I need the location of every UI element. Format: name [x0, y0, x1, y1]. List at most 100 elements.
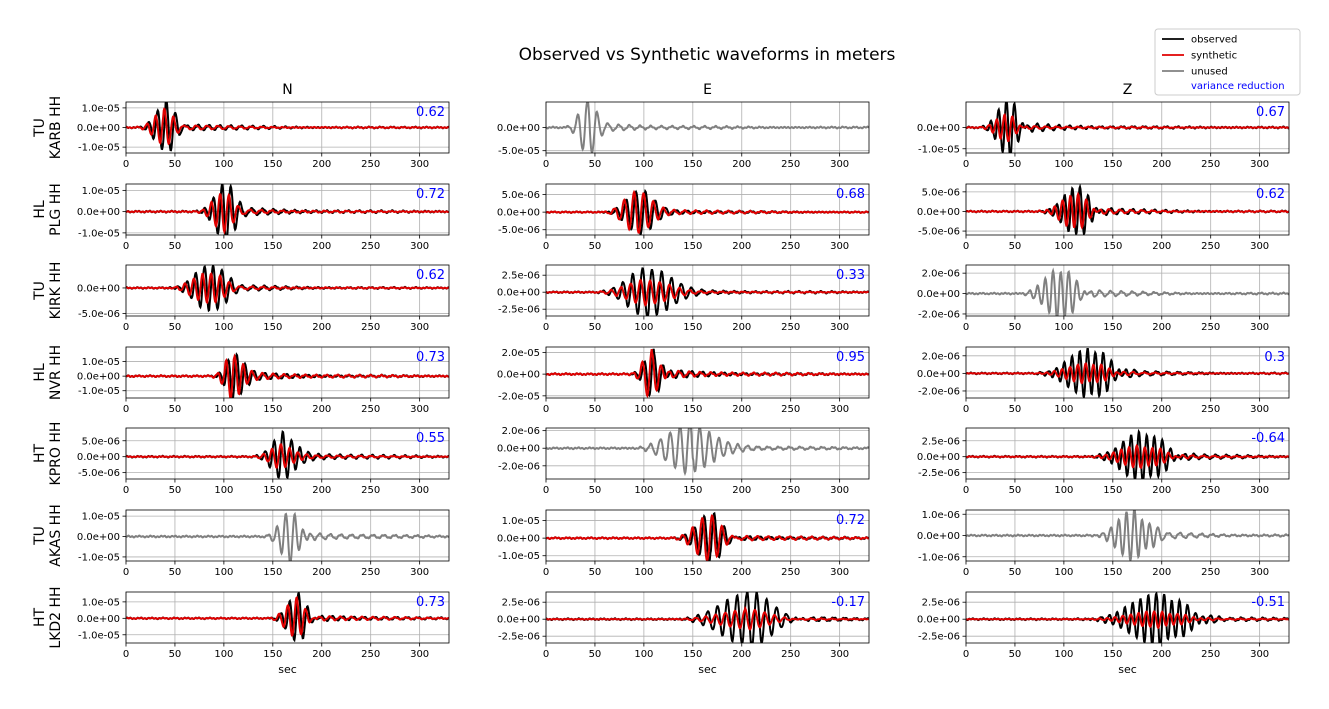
x-tick-label: 200 [732, 649, 751, 660]
waveform-group [966, 510, 1289, 561]
station-code: KPRO HH [48, 422, 64, 486]
x-tick-label: 300 [830, 567, 849, 578]
variance-reduction-value: 0.72 [836, 513, 865, 528]
station-label-1: HL PLG HH [32, 183, 64, 236]
y-tick-label: -1.0e-05 [918, 144, 960, 155]
x-axis-label: sec [1118, 663, 1137, 676]
x-tick-label: 150 [263, 567, 282, 578]
x-tick-label: 150 [683, 322, 702, 333]
waveform-group [966, 184, 1289, 235]
panel-kirk-hh-n: 0 50 100 150 200 250 300 0.0e+00 -5.0e-06 0.62 [77, 264, 450, 333]
station-code: LKD2 HH [48, 586, 64, 648]
y-tick-label: 5.0e-06 [922, 187, 960, 198]
variance-reduction-value: 0.33 [836, 268, 865, 283]
x-tick-label: 150 [1103, 159, 1122, 170]
variance-reduction-value: -0.51 [1251, 595, 1285, 610]
x-tick-label: 200 [732, 567, 751, 578]
waveform-group [546, 511, 869, 561]
synthetic-trace [966, 362, 1289, 385]
panel-frame [965, 427, 1290, 480]
y-tick-label: 5.0e-06 [502, 190, 540, 201]
panel-plg-hh-e: 0 50 100 150 200 250 300 5.0e-06 0.0e+00 -5.0e-06… [497, 183, 870, 252]
x-tick-label: 0 [543, 404, 549, 415]
observed-trace [546, 348, 869, 398]
x-tick-label: 50 [589, 322, 602, 333]
panel-frame [545, 427, 870, 480]
x-tick-label: 200 [1152, 485, 1171, 496]
panel-frame [125, 509, 450, 562]
y-tick-label: 2.5e-06 [922, 598, 960, 609]
x-tick-label: 100 [214, 567, 233, 578]
variance-reduction-value: 0.73 [416, 595, 445, 610]
waveform-group [126, 352, 449, 398]
variance-reduction-value: 0.67 [1256, 105, 1285, 120]
x-tick-label: 250 [781, 241, 800, 252]
waveform-group [546, 428, 869, 477]
x-tick-label: 250 [781, 649, 800, 660]
x-tick-label: 300 [1250, 241, 1269, 252]
y-tick-label: 0.0e+00 [917, 615, 960, 626]
station-code: KARB HH [48, 96, 64, 159]
x-tick-label: 250 [781, 322, 800, 333]
y-tick-label: 5.0e-06 [82, 436, 120, 447]
y-tick-label: 2.5e-06 [502, 598, 540, 609]
panel-frame [125, 264, 450, 317]
waveform-group [126, 592, 449, 643]
x-tick-label: 0 [963, 159, 969, 170]
variance-reduction-value: 0.68 [836, 187, 865, 202]
network-code: TU [32, 526, 48, 546]
y-tick-label: -2.0e-06 [498, 461, 540, 472]
y-tick-label: 0.0e+00 [497, 615, 540, 626]
y-tick-label: 0.0e+00 [917, 289, 960, 300]
x-tick-label: 150 [263, 322, 282, 333]
variance-reduction-value: -0.64 [1251, 431, 1285, 446]
x-tick-label: 250 [1201, 241, 1220, 252]
panel-akas-hh-e: 0 50 100 150 200 250 300 1.0e-05 0.0e+00 -1.0e-05… [497, 509, 870, 578]
x-tick-label: 300 [830, 649, 849, 660]
x-tick-label: 300 [1250, 404, 1269, 415]
y-tick-label: -2.0e-06 [918, 309, 960, 320]
x-tick-label: 300 [830, 322, 849, 333]
x-tick-label: 200 [312, 567, 331, 578]
y-tick-label: -1.0e-06 [918, 552, 960, 563]
x-tick-label: 250 [1201, 485, 1220, 496]
x-tick-label: 50 [169, 485, 182, 496]
y-tick-label: 0.0e+00 [497, 208, 540, 219]
panel-frame [125, 183, 450, 236]
x-tick-label: 50 [589, 567, 602, 578]
panel-akas-hh-n: 0 50 100 150 200 250 300 1.0e-05 0.0e+00 -1.0e-05 [77, 509, 450, 578]
variance-reduction-value: 0.72 [416, 187, 445, 202]
x-tick-label: 50 [589, 404, 602, 415]
panel-frame [965, 346, 1290, 399]
synthetic-trace [546, 605, 869, 631]
x-tick-label: 150 [263, 404, 282, 415]
x-tick-label: 50 [589, 241, 602, 252]
x-tick-label: 150 [1103, 567, 1122, 578]
panel-frame [965, 264, 1290, 317]
y-tick-label: -2.5e-06 [918, 468, 960, 479]
x-tick-label: 250 [361, 404, 380, 415]
panel-grid: TU KARB HH0 50 100 150 200 250 3001.0e-050.0e+0… [32, 82, 1290, 676]
waveform-group [966, 348, 1289, 398]
x-tick-label: 0 [123, 649, 129, 660]
y-tick-label: -2.5e-06 [498, 632, 540, 643]
x-tick-label: 150 [1103, 404, 1122, 415]
y-tick-label: -2.0e-06 [918, 386, 960, 397]
synthetic-trace [966, 112, 1289, 143]
x-tick-label: 0 [963, 485, 969, 496]
x-tick-label: 50 [169, 567, 182, 578]
y-tick-label: -5.0e-06 [78, 309, 120, 320]
y-tick-label: 0.0e+00 [77, 123, 120, 134]
y-tick-label: 0.0e+00 [77, 372, 120, 383]
x-tick-label: 250 [1201, 567, 1220, 578]
synthetic-trace [966, 443, 1289, 469]
panel-nvr-hh-z: 0 50 100 150 200 250 300 2.0e-06 0.0e+00 -2.0e-06… [917, 346, 1290, 415]
legend-label-variance-reduction: variance reduction [1191, 81, 1285, 92]
synthetic-trace [126, 192, 449, 235]
x-tick-label: 250 [781, 567, 800, 578]
synthetic-trace [966, 191, 1289, 230]
x-tick-label: 0 [543, 649, 549, 660]
panel-lkd2-hh-e: 0 50 100 150 200 250 300 2.5e-06 0.0e+00 -2.5e-06… [497, 591, 870, 676]
x-tick-label: 300 [830, 404, 849, 415]
